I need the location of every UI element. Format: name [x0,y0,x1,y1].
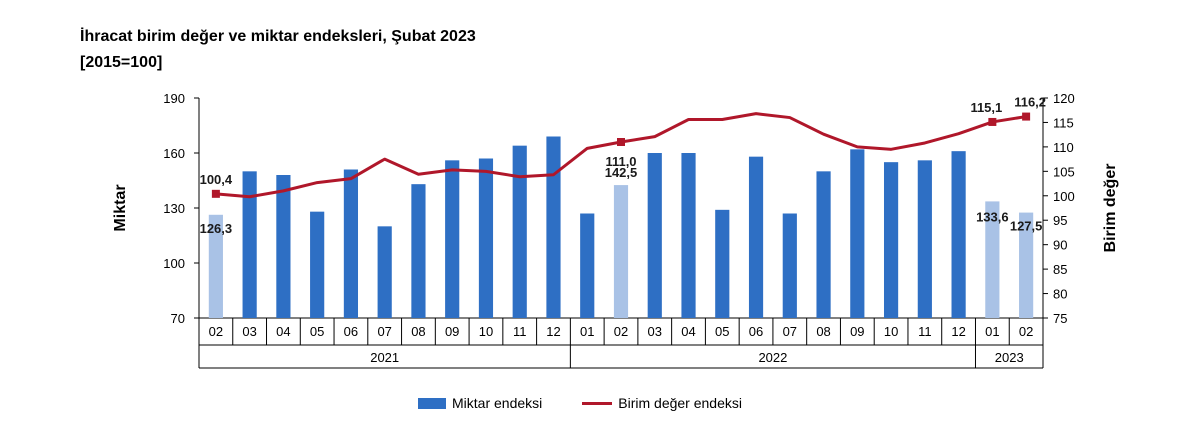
data-label: 115,1 [970,100,1002,115]
right-tick-label: 115 [1053,115,1074,130]
data-label: 142,5 [605,165,638,180]
bar [208,214,223,318]
right-tick-label: 80 [1053,287,1067,302]
bar [546,136,561,318]
bar [478,158,494,318]
right-tick-label: 100 [1053,189,1075,204]
legend-label-birim-deger: Birim değer endeksi [618,395,742,411]
bar [883,162,899,318]
x-tick-label: 02 [209,324,223,339]
x-tick-label: 02 [1019,324,1033,339]
x-tick-label: 10 [884,324,898,339]
bar [377,226,392,318]
x-tick-label: 05 [715,324,729,339]
bar [816,171,831,318]
bar [782,213,797,318]
data-label: 127,5 [1010,219,1043,234]
bar [748,156,764,318]
right-tick-label: 95 [1053,213,1067,228]
year-label: 2021 [370,350,399,365]
x-tick-label: 11 [513,324,527,339]
right-tick-label: 105 [1053,164,1075,179]
bar [580,213,595,318]
x-tick-label: 02 [614,324,628,339]
left-tick-label: 70 [171,311,185,326]
x-tick-label: 05 [310,324,324,339]
data-label: 126,3 [200,221,233,236]
x-tick-label: 09 [445,324,459,339]
right-tick-label: 85 [1053,262,1067,277]
x-tick-label: 03 [242,324,256,339]
bar [512,145,527,318]
x-tick-label: 12 [546,324,560,339]
right-tick-label: 75 [1053,311,1067,326]
line-marker [211,189,220,198]
chart-title-line1: İhracat birim değer ve miktar endeksleri… [80,28,476,45]
right-tick-label: 110 [1053,140,1074,155]
bar [242,171,257,318]
x-tick-label: 07 [783,324,797,339]
bar [951,151,966,318]
bar [445,160,460,318]
line-marker [988,117,997,126]
x-tick-label: 10 [479,324,493,339]
x-tick-label: 06 [749,324,763,339]
line-marker [1022,112,1031,121]
bar [613,185,629,318]
bar [917,160,932,318]
x-tick-label: 07 [377,324,391,339]
legend-item-birim-deger: Birim değer endeksi [582,395,742,411]
legend-swatch-line [582,401,613,405]
data-label: 116,2 [1014,95,1046,110]
x-tick-label: 09 [850,324,864,339]
left-tick-label: 190 [163,91,185,106]
x-tick-label: 01 [580,324,594,339]
x-tick-label: 03 [648,324,662,339]
data-label: 111,0 [605,154,636,169]
legend-swatch-bar [418,397,446,409]
x-tick-label: 12 [951,324,965,339]
bar [343,169,359,318]
x-tick-label: 06 [344,324,358,339]
bar [681,153,696,318]
chart-title: İhracat birim değer ve miktar endeksleri… [80,24,476,76]
left-axis-title: Miktar [112,184,129,231]
legend-item-miktar: Miktar endeksi [418,395,542,411]
left-tick-label: 100 [163,256,185,271]
year-label: 2022 [758,350,787,365]
line-marker [617,138,625,146]
bar [1019,212,1034,318]
bar [985,201,1000,318]
bar [850,149,865,318]
right-tick-label: 120 [1053,91,1075,106]
left-tick-label: 130 [163,201,185,216]
right-tick-label: 90 [1053,238,1067,253]
bar [715,209,730,318]
x-tick-label: 01 [985,324,999,339]
legend-label-miktar: Miktar endeksi [452,395,543,411]
bar [310,211,325,318]
chart-subtitle: [2015=100] [80,54,163,71]
bar [411,184,426,318]
x-tick-label: 08 [816,324,830,339]
data-label: 133,6 [976,209,1009,224]
year-label: 2023 [995,350,1024,365]
bar [276,175,291,318]
data-label: 100,4 [200,172,233,187]
right-axis-title: Birim değer [1102,164,1119,253]
bar [647,153,662,318]
x-tick-label: 11 [918,324,932,339]
chart-legend: Miktar endeksi Birim değer endeksi [0,395,1200,411]
x-tick-label: 08 [411,324,425,339]
x-tick-label: 04 [681,324,695,339]
left-tick-label: 160 [163,146,185,161]
x-tick-label: 04 [276,324,290,339]
